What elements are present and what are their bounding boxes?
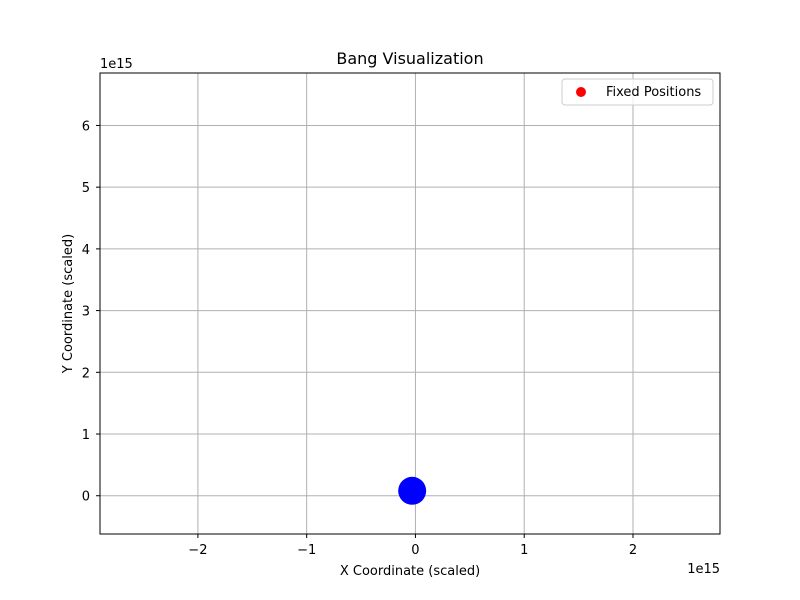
- data-point: [398, 476, 427, 505]
- y-tick-label: 3: [82, 305, 90, 320]
- y-tick-label: 0: [82, 490, 90, 505]
- legend-marker: [576, 87, 586, 97]
- ticks: −2 −1 0 1 2 0 1 2 3 4 5 6: [82, 119, 637, 558]
- grid: [100, 73, 720, 534]
- y-tick-label: 6: [82, 119, 90, 134]
- y-tick-label: 5: [82, 181, 90, 196]
- data-marks: [398, 476, 427, 505]
- chart-title: Bang Visualization: [336, 49, 483, 68]
- x-tick-label: 2: [629, 543, 637, 558]
- x-tick-label: −2: [188, 543, 207, 558]
- legend: Fixed Positions: [561, 78, 714, 106]
- x-tick-label: 0: [411, 543, 419, 558]
- y-tick-label: 2: [82, 366, 90, 381]
- y-tick-label: 4: [82, 243, 90, 258]
- x-tick-label: 1: [520, 543, 528, 558]
- plot-frame: [99, 72, 721, 535]
- y-offset-label: 1e15: [100, 57, 133, 72]
- y-axis-title: Y Coordinate (scaled): [61, 234, 76, 374]
- y-tick-label: 1: [82, 428, 90, 443]
- x-axis-title: X Coordinate (scaled): [340, 564, 480, 579]
- x-tick-label: −1: [297, 543, 316, 558]
- legend-label: Fixed Positions: [606, 85, 701, 100]
- x-offset-label: 1e15: [687, 562, 720, 577]
- legend-box: [561, 78, 714, 106]
